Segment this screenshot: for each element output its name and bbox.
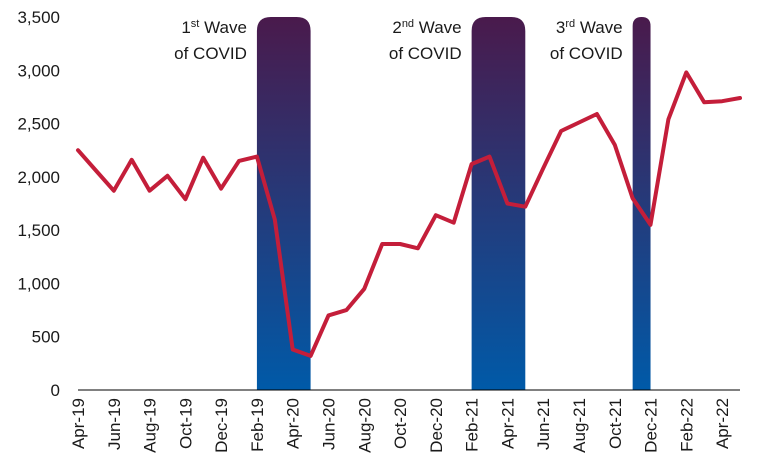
y-tick-label: 0 <box>51 381 60 400</box>
wave-label-line2: of COVID <box>389 44 462 63</box>
x-tick-label: Jun-21 <box>534 398 553 450</box>
covid-wave-band-1 <box>256 17 311 390</box>
x-tick-label: Apr-20 <box>284 398 303 449</box>
wave-label-line1: 1st Wave <box>181 18 247 37</box>
y-tick-label: 1,500 <box>17 221 60 240</box>
series-lines <box>76 70 742 358</box>
covid-wave-bands <box>256 17 651 390</box>
wave-label-line1: 3rd Wave <box>556 18 623 37</box>
wave-label-line1: 2nd Wave <box>392 18 461 37</box>
x-tick-label: Dec-21 <box>642 398 661 453</box>
x-tick-label: Jun-20 <box>319 398 338 450</box>
x-axis-tick-labels: Apr-19 Jun-19 Aug-19 Oct-19 Dec-19 Feb-19 Apr-… <box>69 398 732 453</box>
wave-label-line2: of COVID <box>550 44 623 63</box>
y-tick-label: 500 <box>32 328 60 347</box>
x-tick-label: Aug-19 <box>141 398 160 453</box>
x-tick-label: Oct-21 <box>606 398 625 449</box>
y-tick-label: 2,500 <box>17 115 60 134</box>
x-tick-label: Oct-20 <box>391 398 410 449</box>
x-tick-label: Apr-21 <box>498 398 517 449</box>
x-tick-label: Aug-21 <box>570 398 589 453</box>
covid-wave-band-3 <box>632 17 651 390</box>
wave-labels: 1st Wave of COVID 2nd Wave of COVID 3rd Wave… <box>174 18 622 63</box>
x-tick-label: Aug-20 <box>355 398 374 453</box>
y-tick-label: 3,500 <box>17 8 60 27</box>
x-tick-label: Feb-21 <box>463 398 482 452</box>
wave-label-line2: of COVID <box>174 44 247 63</box>
x-tick-label: Dec-20 <box>427 398 446 453</box>
series-line-1 <box>76 70 742 358</box>
y-tick-label: 3,000 <box>17 61 60 80</box>
y-axis-tick-labels: 0 500 1,000 1,500 2,000 2,500 3,000 3,500 <box>17 8 60 400</box>
covid-wave-band-2 <box>471 17 526 390</box>
x-tick-label: Jun-19 <box>105 398 124 450</box>
y-tick-label: 1,000 <box>17 274 60 293</box>
y-tick-label: 2,000 <box>17 168 60 187</box>
x-tick-label: Apr-19 <box>69 398 88 449</box>
x-tick-label: Dec-19 <box>212 398 231 453</box>
x-tick-label: Apr-22 <box>713 398 732 449</box>
x-tick-label: Feb-22 <box>677 398 696 452</box>
x-tick-label: Feb-19 <box>248 398 267 452</box>
x-tick-label: Oct-19 <box>176 398 195 449</box>
